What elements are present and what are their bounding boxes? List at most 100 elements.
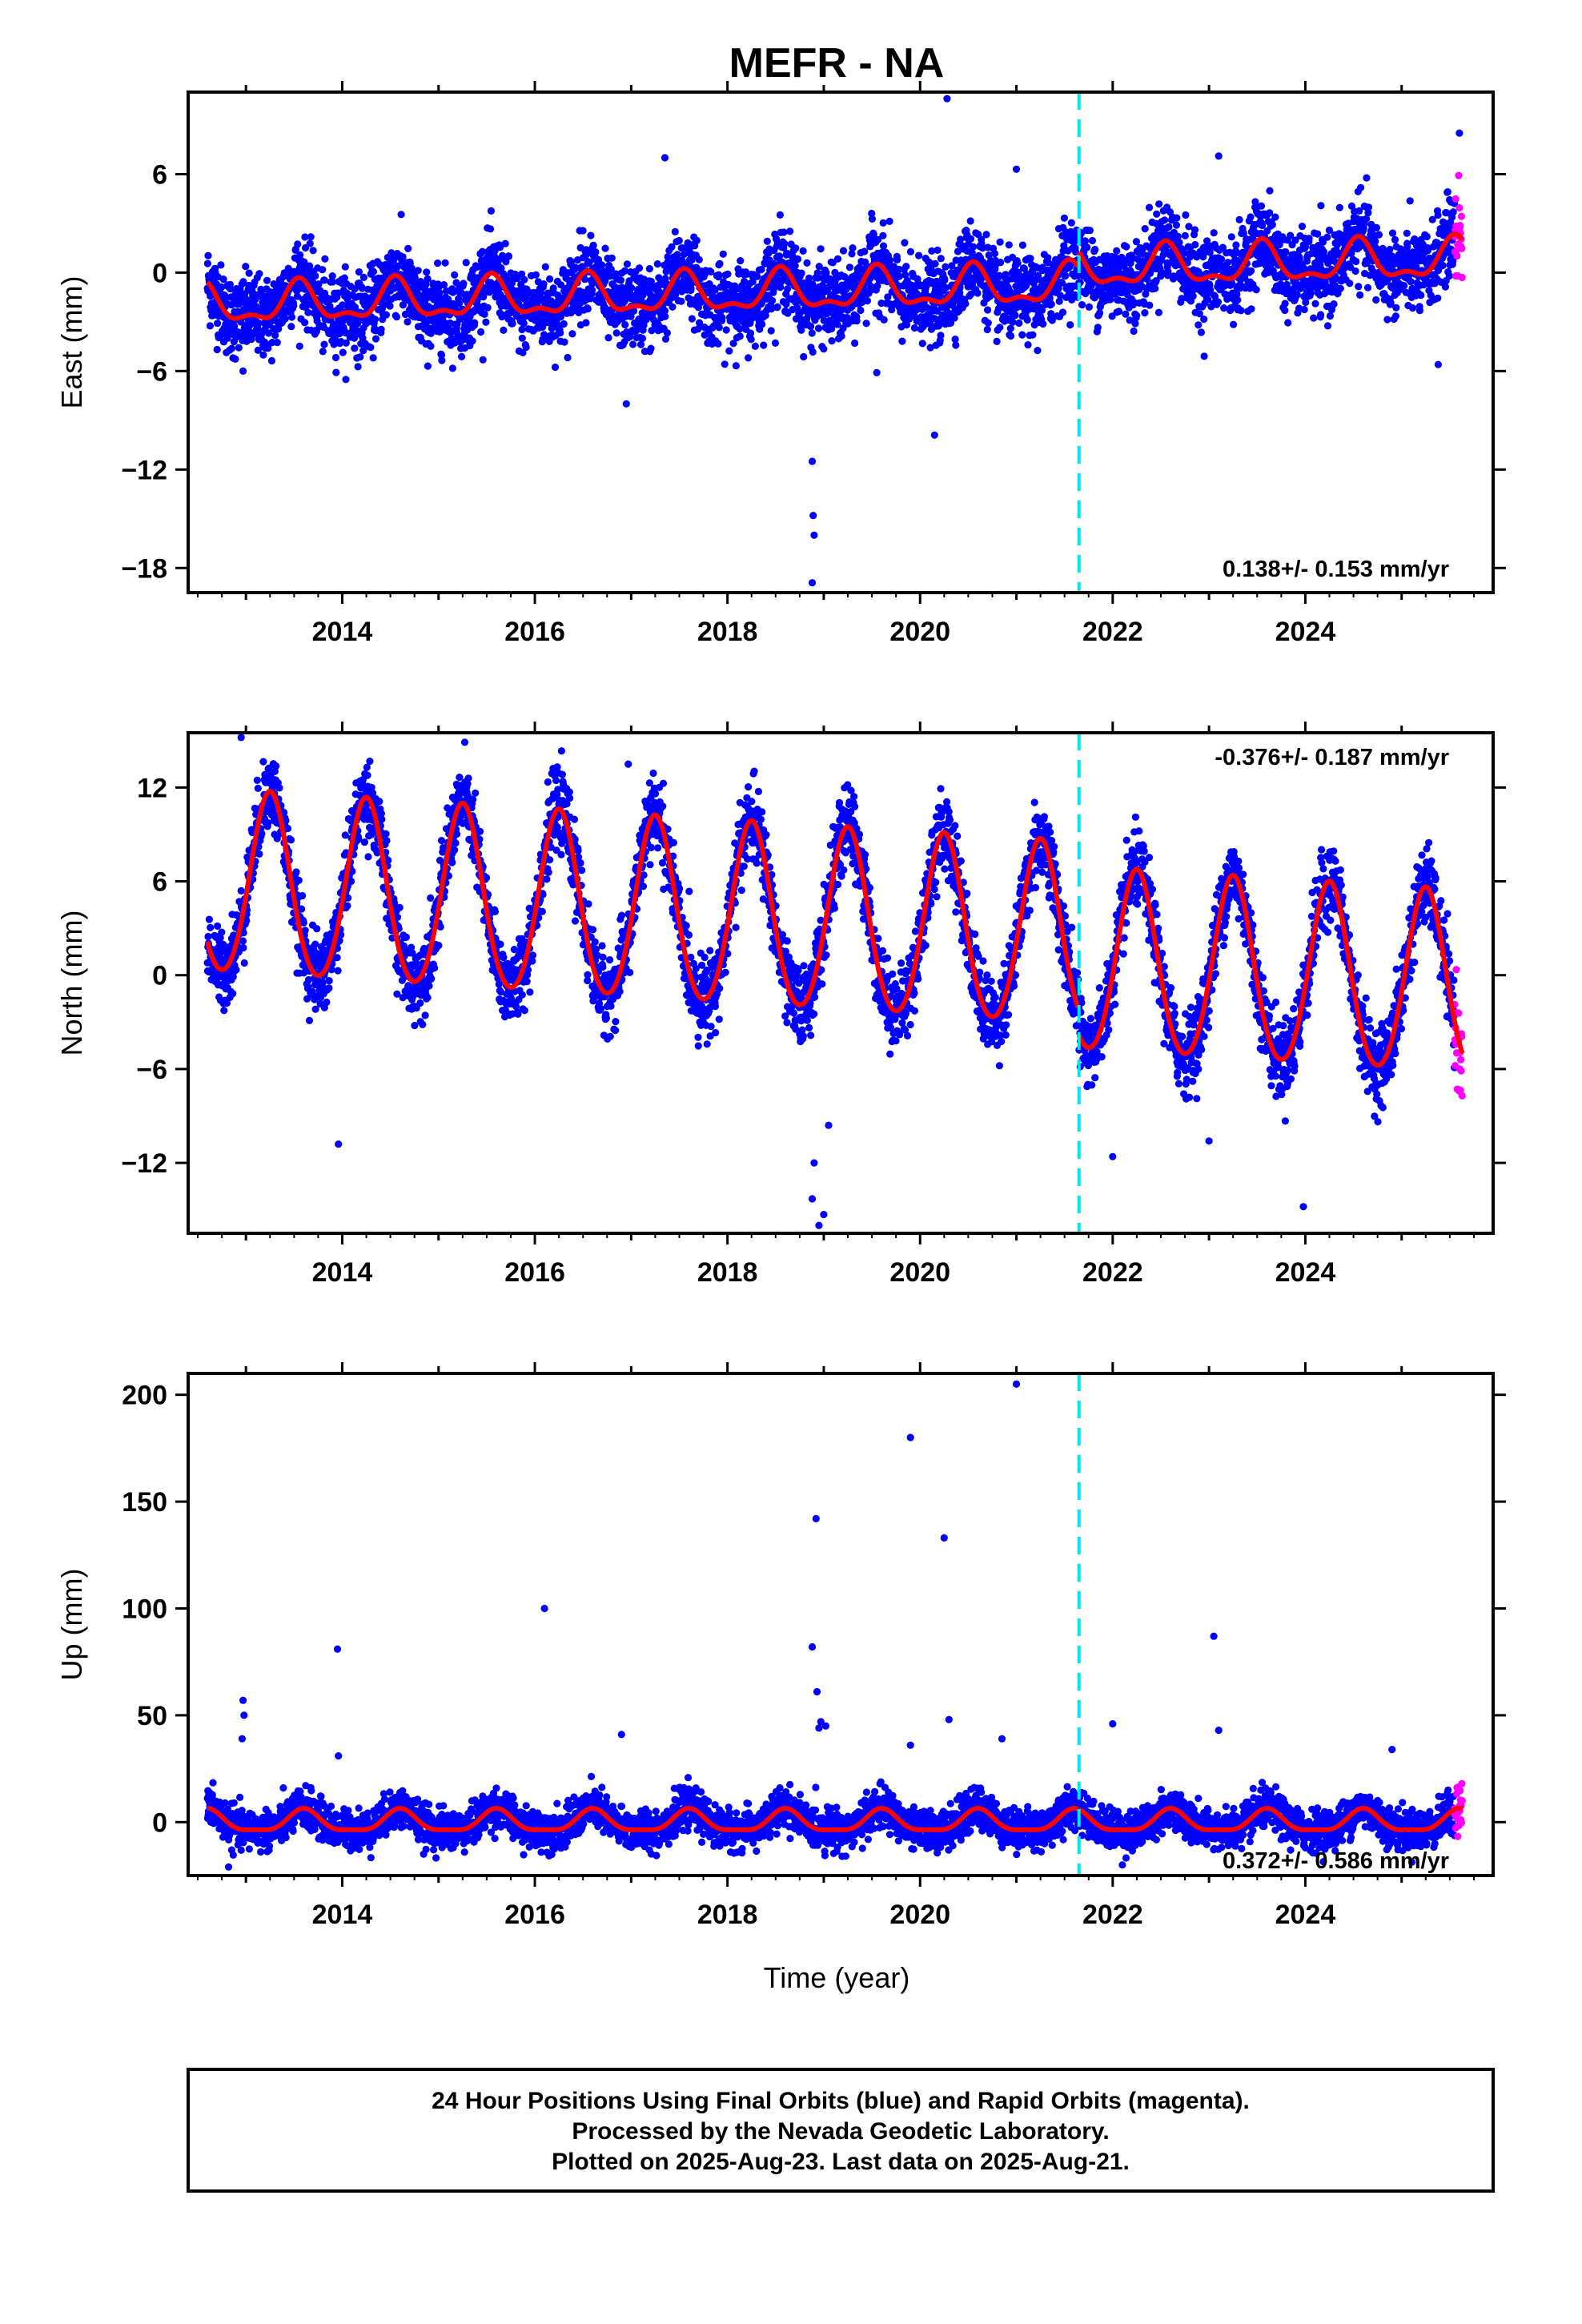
east-point [355,268,363,276]
east-point [520,320,528,328]
east-point [1018,331,1026,339]
east-point [1314,230,1322,238]
east-point [311,271,319,280]
east-point [719,250,727,258]
east-point [760,341,768,349]
east-point [1355,283,1363,291]
east-point [339,301,347,309]
east-point [551,363,560,372]
east-point [1386,245,1394,254]
east-point [863,297,871,305]
east-point [1372,223,1380,231]
east-point [990,250,999,258]
east-point [214,320,222,328]
east-point [502,258,510,266]
east-point [560,320,568,328]
east-point [693,236,701,244]
east-point [671,227,679,235]
east-rate-label: 0.138+/- 0.153 mm/yr [1223,557,1449,582]
east-point [1023,316,1031,324]
east-point [1311,300,1319,308]
east-point [1220,304,1228,312]
east-point [862,320,870,328]
east-point [1406,197,1414,205]
east-point [568,330,576,338]
east-point [997,259,1005,267]
east-x-tick-label: 2016 [504,617,565,647]
east-point [1094,324,1102,332]
east-point [320,340,328,348]
east-point [1214,298,1223,306]
east-point [857,306,865,315]
east-point [350,334,359,342]
east-point [1091,245,1099,254]
east-point [893,255,901,263]
east-rapid-point [1456,203,1464,212]
east-point [479,356,487,364]
east-point [1062,271,1070,279]
east-point [522,293,530,302]
east-outlier-point [808,457,817,465]
east-point [235,344,243,352]
east-point [437,351,446,359]
east-point [797,269,805,277]
east-point [424,275,432,283]
east-point [962,300,970,308]
east-plot-area [203,94,1466,587]
east-point [541,263,549,271]
east-point [1227,233,1235,241]
east-point [1247,213,1255,221]
east-point [369,354,377,362]
east-point [1217,255,1225,263]
east-point [851,339,859,348]
east-point [578,263,586,271]
east-point [580,275,589,283]
east-point [1026,255,1034,263]
east-point [255,319,263,328]
east-point [906,247,914,255]
east-point [1266,187,1274,195]
east-point [556,329,564,337]
east-point [910,324,918,332]
east-point [1230,320,1238,328]
east-point [259,351,267,359]
east-point [1024,341,1032,349]
east-point [694,325,702,333]
east-point [747,336,755,344]
east-point [629,340,637,348]
east-rapid-point [1458,273,1466,282]
east-point [312,328,320,336]
east-x-tick-label: 2022 [1082,617,1143,647]
east-point [966,217,974,225]
east-point [589,241,597,249]
east-point [996,324,1004,332]
east-point [582,319,590,327]
east-point [763,237,771,245]
east-point [1145,203,1154,211]
east-point [616,276,625,284]
east-point [1281,306,1289,315]
east-point [915,251,923,259]
east-point [331,353,340,362]
east-point [301,233,309,241]
east-outlier-point [1456,129,1464,137]
east-point [1122,243,1130,251]
east-rapid-point [1456,222,1464,230]
east-point [984,319,992,327]
east-point [808,329,816,337]
east-point [1293,291,1301,299]
east-point [1113,247,1121,255]
east-point [1336,284,1344,292]
east-point [587,231,595,239]
east-point [1002,271,1010,279]
north-point [218,928,226,936]
east-point [281,315,289,323]
east-point [718,314,726,322]
east-point [1015,319,1023,328]
east-point [849,244,857,252]
east-y-tick-label: −6 [136,356,167,387]
east-point [309,247,317,255]
east-rapid-point [1452,195,1460,203]
east-point [1268,221,1276,229]
east-point [351,285,359,293]
